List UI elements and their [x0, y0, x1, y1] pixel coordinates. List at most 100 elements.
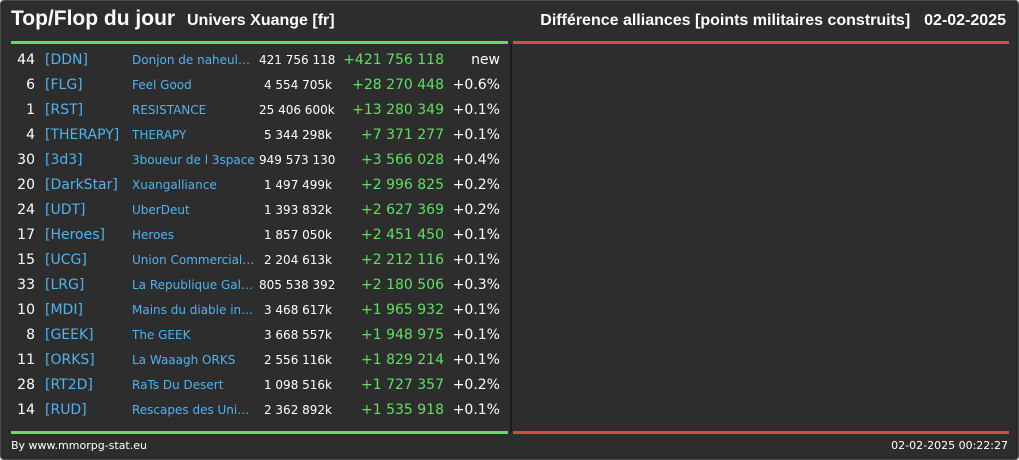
percent-change: +0.3%: [452, 277, 500, 293]
alliance-name-link[interactable]: UberDeut: [132, 203, 190, 217]
bottom-divider-gain: [11, 431, 508, 434]
table-row: 20 [DarkStar] Xuangalliance 1 497 499k +2 99…: [11, 173, 507, 198]
alliance-name-link[interactable]: Mains du diable incorporated: [132, 303, 256, 317]
alliance-tag-link[interactable]: [MDI]: [45, 302, 83, 318]
alliance-points: 1 098 516k: [263, 378, 332, 392]
alliance-rank: 8: [26, 327, 35, 343]
table-row: 4 [THERAPY] THERAPY 5 344 298k +7 371 277 +0.…: [11, 123, 507, 148]
points-difference: +1 727 357: [361, 377, 444, 393]
table-row: 6 [FLG] Feel Good 4 554 705k +28 270 448 +0.6…: [11, 73, 507, 98]
points-difference: +2 627 369: [361, 202, 444, 218]
alliance-points: 805 538 392: [259, 278, 336, 292]
points-difference: +1 948 975: [361, 327, 444, 343]
alliance-rank: 10: [17, 302, 35, 318]
top-losers-list: [513, 44, 1009, 432]
alliance-points: 3 668 557k: [263, 328, 332, 342]
alliance-points: 1 857 050k: [263, 228, 332, 242]
points-difference: +7 371 277: [361, 127, 444, 143]
generated-timestamp: 02-02-2025 00:22:27: [891, 439, 1008, 452]
alliance-points: 1 497 499k: [263, 178, 332, 192]
alliance-points: 949 573 130: [259, 153, 336, 167]
alliance-rank: 17: [17, 227, 35, 243]
alliance-points: 2 204 613k: [263, 253, 332, 267]
alliance-points: 25 406 600k: [259, 103, 335, 117]
points-difference: +1 829 214: [361, 352, 444, 368]
points-difference: +421 756 118: [343, 52, 444, 68]
table-row: 10 [MDI] Mains du diable incorporated 3 468…: [11, 298, 507, 323]
points-difference: +3 566 028: [361, 152, 444, 168]
header-right: Différence alliances [points militaires …: [540, 12, 1006, 30]
percent-change: +0.1%: [452, 302, 500, 318]
bottom-divider-loss: [513, 431, 1009, 434]
percent-change: +0.1%: [452, 227, 500, 243]
alliance-tag-link[interactable]: [Heroes]: [45, 227, 105, 243]
alliance-points: 1 393 832k: [263, 203, 332, 217]
percent-change: +0.1%: [452, 127, 500, 143]
alliance-rank: 24: [17, 202, 35, 218]
percent-change: +0.2%: [452, 177, 500, 193]
alliance-rank: 11: [17, 352, 35, 368]
points-difference: +1 535 918: [361, 402, 444, 418]
alliance-rank: 20: [17, 177, 35, 193]
alliance-rank: 1: [26, 102, 35, 118]
alliance-points: 4 554 705k: [263, 78, 332, 92]
alliance-name-link[interactable]: Rescapes des Univers: [132, 403, 256, 417]
alliance-tag-link[interactable]: [RT2D]: [45, 377, 93, 393]
alliance-points: 421 756 118: [259, 53, 336, 67]
alliance-name-link[interactable]: 3boueur de l 3space: [132, 153, 255, 167]
table-row: 11 [ORKS] La Waaagh ORKS 2 556 116k +1 829 2…: [11, 348, 507, 373]
alliance-tag-link[interactable]: [GEEK]: [45, 327, 94, 343]
alliance-rank: 30: [17, 152, 35, 168]
alliance-tag-link[interactable]: [3d3]: [45, 152, 83, 168]
alliance-tag-link[interactable]: [DarkStar]: [45, 177, 118, 193]
alliance-name-link[interactable]: RESISTANCE: [132, 103, 207, 117]
alliance-name-link[interactable]: La Waaagh ORKS: [132, 353, 236, 367]
alliance-tag-link[interactable]: [FLG]: [45, 77, 83, 93]
alliance-tag-link[interactable]: [RUD]: [45, 402, 87, 418]
alliance-points: 3 468 617k: [263, 303, 332, 317]
alliance-tag-link[interactable]: [UDT]: [45, 202, 86, 218]
percent-change: +0.6%: [452, 77, 500, 93]
alliance-name-link[interactable]: La Republique Galactique: [132, 278, 256, 292]
alliance-name-link[interactable]: Feel Good: [132, 78, 192, 92]
column-separator: [510, 44, 512, 432]
alliance-tag-link[interactable]: [RST]: [45, 102, 84, 118]
header-date: 02-02-2025: [924, 12, 1006, 29]
alliance-rank: 28: [17, 377, 35, 393]
points-difference: +13 280 349: [352, 102, 444, 118]
site-credit: By www.mmorpg-stat.eu: [11, 439, 147, 452]
alliance-rank: 4: [26, 127, 35, 143]
percent-change: +0.1%: [452, 252, 500, 268]
alliance-name-link[interactable]: The GEEK: [132, 328, 191, 342]
alliance-tag-link[interactable]: [THERAPY]: [45, 127, 120, 143]
percent-change: +0.1%: [452, 102, 500, 118]
top-divider-gain: [11, 41, 508, 44]
table-row: 14 [RUD] Rescapes des Univers 2 362 892k +1 …: [11, 398, 507, 423]
table-row: 33 [LRG] La Republique Galactique805 538 3…: [11, 273, 507, 298]
alliance-name-link[interactable]: RaTs Du Desert: [132, 378, 224, 392]
points-difference: +2 180 506: [361, 277, 444, 293]
category-label: Différence alliances [points militaires …: [540, 12, 911, 29]
table-row: 28 [RT2D] RaTs Du Desert 1 098 516k +1 727 3…: [11, 373, 507, 398]
alliance-tag-link[interactable]: [UCG]: [45, 252, 87, 268]
alliance-name-link[interactable]: THERAPY: [132, 128, 187, 142]
alliance-name-link[interactable]: Donjon de naheulbeuk: [132, 53, 256, 67]
table-row: 44 [DDN] Donjon de naheulbeuk 421 756 118 +4…: [11, 48, 507, 73]
percent-change: +0.1%: [452, 402, 500, 418]
alliance-tag-link[interactable]: [DDN]: [45, 52, 88, 68]
alliance-tag-link[interactable]: [ORKS]: [45, 352, 95, 368]
percent-change: +0.1%: [452, 352, 500, 368]
table-row: 24 [UDT] UberDeut 1 393 832k +2 627 369 +0.2%: [11, 198, 507, 223]
alliance-rank: 44: [17, 52, 35, 68]
alliance-name-link[interactable]: Heroes: [132, 228, 175, 242]
points-difference: +1 965 932: [361, 302, 444, 318]
percent-change: new: [471, 52, 500, 68]
alliance-name-link[interactable]: Xuangalliance: [132, 178, 217, 192]
alliance-tag-link[interactable]: [LRG]: [45, 277, 85, 293]
alliance-points: 2 362 892k: [263, 403, 332, 417]
table-row: 17 [Heroes] Heroes 1 857 050k +2 451 450 +0.1…: [11, 223, 507, 248]
table-row: 1 [RST] RESISTANCE 25 406 600k +13 280 349 +0…: [11, 98, 507, 123]
top-divider-loss: [513, 41, 1009, 44]
alliance-name-link[interactable]: Union Commerciale Galactique: [132, 253, 256, 267]
